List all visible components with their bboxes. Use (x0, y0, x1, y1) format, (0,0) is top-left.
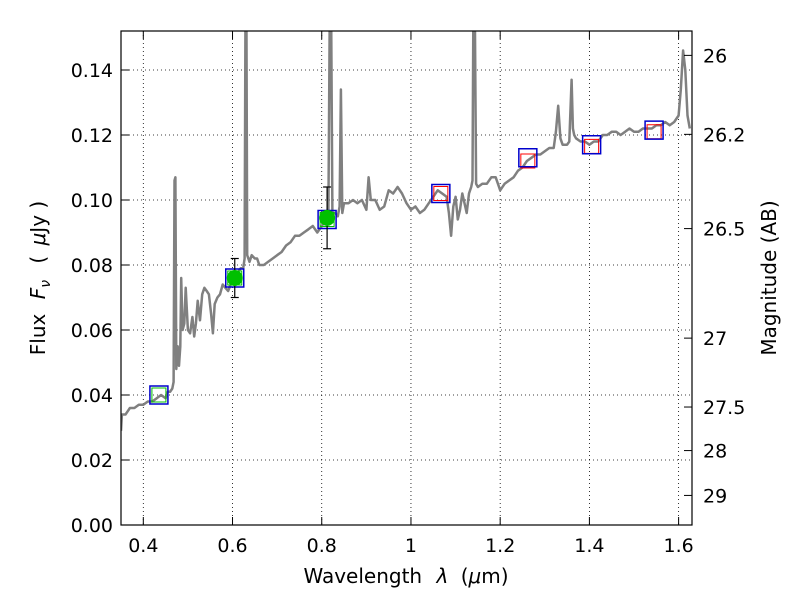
x-tick-label: 1.4 (574, 535, 604, 557)
blue-square-marker (644, 120, 664, 140)
plot-background (121, 31, 692, 525)
x-axis-title-unit-rest: m) (481, 564, 508, 588)
y-axis-title-unit-rest: Jy ) (26, 201, 50, 235)
spectrum-line (121, 31, 692, 431)
x-tick-label: 0.8 (307, 535, 337, 557)
observed-point (226, 270, 243, 286)
y2-tick-label: 26 (703, 45, 727, 67)
spectrum-layer (121, 31, 692, 431)
y-axis-title-subscript: ν (38, 280, 54, 288)
x-axis-title: Wavelength λ (μm) (303, 564, 508, 588)
x-tick-label: 0.6 (217, 535, 247, 557)
y2-tick-label: 29 (703, 485, 727, 507)
y-axis-title-symbol: F (26, 287, 50, 299)
blue-square-marker (431, 183, 451, 204)
green-square-marker (151, 387, 167, 403)
y-tick-label: 0.14 (71, 60, 113, 82)
y2-tick-label: 26.5 (703, 219, 745, 241)
y2-tick-label: 26.2 (703, 124, 745, 146)
y-axis-title-unit-open: ( (26, 256, 50, 264)
y2-tick-label: 27 (703, 328, 727, 350)
x-axis-title-text: Wavelength (303, 564, 422, 588)
x-axis-title-symbol: λ (435, 564, 448, 588)
marker-layer (149, 120, 664, 405)
blue-square-marker (149, 385, 169, 405)
blue-square-marker (581, 135, 602, 155)
x-tick-label: 1 (405, 535, 417, 557)
y-tick-label: 0.00 (71, 515, 113, 537)
observed-point (319, 209, 336, 226)
plot-frame (120, 30, 693, 526)
x-tick-label: 1.2 (485, 535, 515, 557)
y2-tick-label: 28 (703, 441, 727, 463)
x-tick-label: 1.6 (664, 535, 694, 557)
tick-layer: 0.4 0.6 0.8 1 1.2 1.4 1.6 0.00 0.02 0.04 0.06 0.08 0… (71, 31, 745, 557)
y-axis-title-unit-mu: μ (26, 233, 50, 247)
x-axis-title-unit-mu: μ (468, 564, 482, 588)
y-tick-label: 0.08 (71, 255, 113, 277)
blue-square-marker (518, 148, 538, 168)
y-axis-title-text: Flux (26, 313, 50, 355)
y-tick-label: 0.04 (71, 385, 113, 407)
y-tick-label: 0.10 (71, 190, 113, 212)
red-square-marker (433, 186, 449, 201)
x-axis-title-unit-open: ( (461, 564, 469, 588)
x-tick-label: 0.4 (128, 535, 158, 557)
y-tick-label: 0.06 (71, 320, 113, 342)
y-axis-title: Flux Fν ( μJy ) (26, 201, 55, 355)
y2-axis-title: Magnitude (AB) (757, 200, 781, 355)
y2-tick-label: 27.5 (703, 397, 745, 419)
y-tick-label: 0.02 (71, 450, 113, 472)
red-square-marker (520, 153, 536, 169)
y-tick-label: 0.12 (71, 125, 113, 147)
